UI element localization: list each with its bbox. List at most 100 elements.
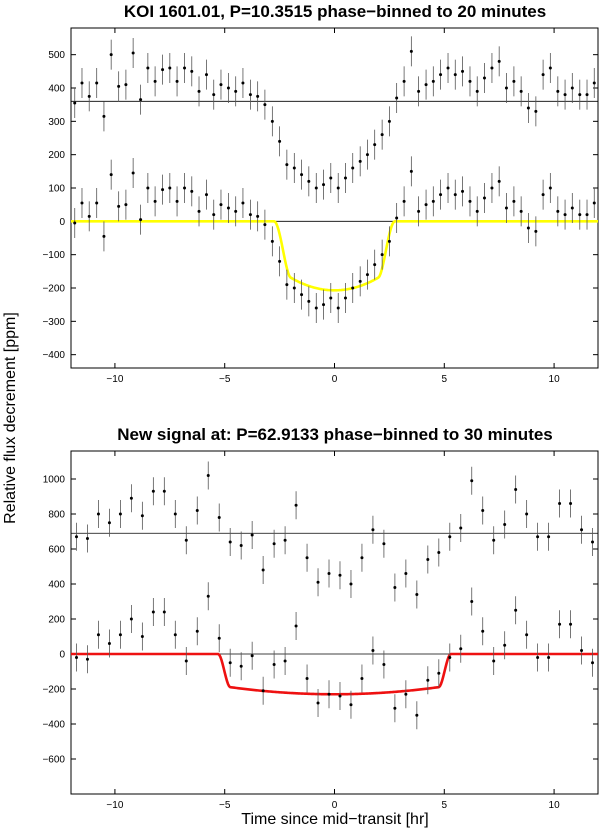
data-point bbox=[585, 93, 589, 97]
data-point bbox=[351, 166, 355, 170]
data-point bbox=[146, 186, 150, 190]
data-point bbox=[329, 296, 333, 300]
data-point bbox=[184, 659, 188, 663]
data-point bbox=[424, 203, 428, 207]
data-point bbox=[404, 692, 408, 696]
data-point bbox=[591, 661, 595, 665]
y-tick-label: 100 bbox=[48, 184, 65, 195]
data-point bbox=[307, 179, 311, 183]
y-tick-label: 200 bbox=[48, 150, 65, 161]
data-point bbox=[195, 509, 199, 512]
data-point bbox=[241, 81, 245, 85]
data-point bbox=[250, 533, 254, 537]
data-point bbox=[585, 213, 589, 217]
data-point bbox=[475, 209, 479, 213]
data-point bbox=[338, 694, 342, 698]
data-point bbox=[190, 189, 194, 193]
data-point bbox=[446, 66, 450, 70]
data-point bbox=[417, 209, 421, 213]
data-point bbox=[327, 572, 331, 575]
data-point bbox=[558, 622, 562, 626]
data-point bbox=[124, 203, 128, 207]
data-point bbox=[503, 523, 507, 526]
data-point bbox=[360, 677, 364, 680]
data-point bbox=[569, 502, 573, 505]
y-tick-label: −400 bbox=[42, 350, 65, 361]
data-point bbox=[548, 66, 552, 70]
data-point bbox=[497, 179, 501, 183]
data-point bbox=[278, 139, 282, 143]
data-point bbox=[387, 119, 391, 123]
data-point bbox=[409, 49, 413, 53]
data-point bbox=[294, 503, 298, 507]
y-tick-label: 500 bbox=[48, 50, 65, 61]
data-point bbox=[468, 79, 472, 83]
data-point bbox=[459, 647, 463, 651]
data-point bbox=[336, 306, 340, 310]
y-tick-label: 300 bbox=[48, 117, 65, 128]
data-point bbox=[300, 173, 304, 177]
data-point bbox=[409, 169, 413, 173]
data-point bbox=[283, 659, 287, 663]
data-point bbox=[373, 143, 377, 147]
data-point bbox=[131, 171, 135, 175]
data-point bbox=[241, 201, 245, 205]
data-point bbox=[234, 89, 238, 93]
data-point bbox=[548, 186, 552, 190]
y-tick-label: 400 bbox=[48, 84, 65, 95]
data-point bbox=[107, 521, 111, 525]
data-point bbox=[250, 654, 254, 658]
data-point bbox=[512, 79, 516, 83]
data-point bbox=[580, 649, 584, 652]
data-point bbox=[404, 572, 408, 575]
data-point bbox=[453, 73, 457, 77]
data-point bbox=[578, 213, 582, 217]
data-point bbox=[248, 213, 252, 217]
data-point bbox=[512, 199, 516, 203]
data-point bbox=[525, 512, 529, 516]
data-point bbox=[261, 568, 265, 572]
data-point bbox=[426, 678, 430, 682]
data-point bbox=[184, 538, 188, 542]
data-point bbox=[393, 586, 397, 589]
data-point bbox=[314, 306, 318, 310]
data-point bbox=[373, 263, 377, 267]
data-point bbox=[118, 633, 122, 637]
data-point bbox=[74, 656, 78, 659]
data-point bbox=[536, 535, 540, 539]
data-point bbox=[87, 94, 91, 98]
data-point bbox=[272, 663, 276, 666]
data-point bbox=[239, 544, 243, 547]
data-point bbox=[492, 659, 496, 663]
data-point bbox=[547, 656, 551, 659]
data-point bbox=[526, 226, 530, 230]
data-point bbox=[190, 69, 194, 73]
data-point bbox=[343, 176, 347, 180]
data-point bbox=[168, 186, 172, 190]
data-point bbox=[380, 133, 384, 137]
data-point bbox=[578, 93, 582, 97]
data-point bbox=[80, 201, 84, 205]
data-point bbox=[431, 199, 435, 203]
data-point bbox=[183, 186, 187, 190]
data-point bbox=[87, 214, 91, 218]
data-point bbox=[292, 166, 296, 170]
data-point bbox=[514, 608, 518, 612]
data-point bbox=[272, 542, 276, 546]
data-point bbox=[197, 209, 201, 213]
data-point bbox=[161, 188, 165, 192]
x-axis-label: Time since mid−transit [hr] bbox=[241, 811, 428, 828]
data-point bbox=[278, 259, 282, 263]
data-point bbox=[382, 663, 386, 666]
y-tick-label: 200 bbox=[48, 615, 65, 626]
data-point bbox=[534, 229, 538, 233]
y-tick-label: −600 bbox=[42, 755, 65, 766]
data-point bbox=[261, 689, 265, 693]
x-tick-label: −10 bbox=[106, 800, 123, 811]
data-point bbox=[140, 635, 144, 638]
data-point bbox=[365, 273, 369, 277]
data-point bbox=[226, 206, 230, 210]
model-curve bbox=[71, 652, 598, 696]
y-tick-label: −200 bbox=[42, 685, 65, 696]
data-point bbox=[219, 83, 223, 87]
